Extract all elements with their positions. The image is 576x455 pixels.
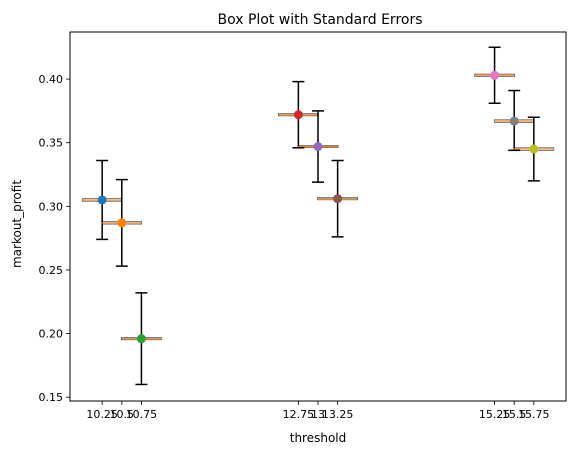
data-point	[117, 218, 127, 228]
x-tick-label: 12.75	[283, 408, 315, 421]
data-point	[333, 194, 343, 204]
y-axis-ticks: 0.15 0.20 0.25 0.30 0.35 0.40	[39, 73, 70, 404]
y-axis-label: markout_profit	[10, 180, 24, 268]
data-point	[313, 142, 323, 152]
y-tick-label: 0.20	[39, 328, 64, 341]
plot-frame	[69, 31, 567, 402]
y-tick-label: 0.35	[39, 137, 64, 150]
x-tick-label: 13.25	[322, 408, 354, 421]
x-tick-label: 13	[311, 408, 325, 421]
y-tick-label: 0.15	[39, 391, 64, 404]
y-tick-label: 0.40	[39, 73, 64, 86]
data-point	[293, 110, 303, 120]
data-point	[136, 334, 146, 344]
y-tick-label: 0.25	[39, 264, 64, 277]
data-point	[509, 116, 519, 126]
x-tick-label: 10.5	[110, 408, 135, 421]
data-point	[529, 144, 539, 154]
x-tick-label: 15.25	[479, 408, 511, 421]
y-tick-label: 0.30	[39, 200, 64, 213]
x-tick-label: 15.75	[518, 408, 550, 421]
x-tick-label: 15.5	[502, 408, 527, 421]
x-axis-label: threshold	[290, 431, 347, 445]
data-point	[490, 70, 500, 80]
data-point	[97, 195, 107, 205]
x-tick-label: 10.25	[86, 408, 118, 421]
chart-title: Box Plot with Standard Errors	[217, 12, 422, 28]
data-marks	[81, 46, 555, 386]
x-tick-label: 10.75	[126, 408, 158, 421]
